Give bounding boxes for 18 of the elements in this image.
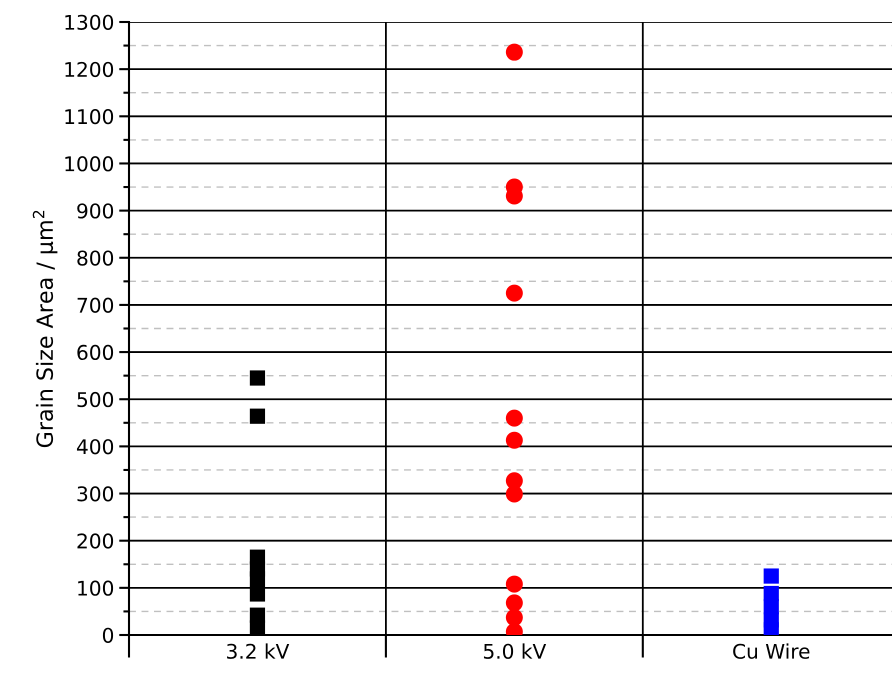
x-tick-label: Cu Wire bbox=[733, 643, 810, 659]
y-tick-label: 200 bbox=[77, 533, 114, 549]
y-axis-title: Grain Size Area / µm$^{2}$ bbox=[32, 210, 58, 448]
y-tick-label: 100 bbox=[78, 580, 114, 596]
y-tick-label: 1200 bbox=[65, 62, 114, 78]
x-tick-label: 5.0 kV bbox=[484, 643, 546, 659]
y-tick-label: 500 bbox=[78, 392, 114, 408]
x-tick-label: 3.2 kV bbox=[227, 643, 290, 659]
y-tick-label: 1100 bbox=[65, 109, 114, 124]
y-tick-label: 600 bbox=[77, 344, 114, 360]
y-tick-label: 900 bbox=[77, 203, 114, 219]
y-tick-label: 0 bbox=[102, 628, 114, 643]
y-tick-label: 1000 bbox=[65, 156, 114, 172]
y-tick-label: 800 bbox=[77, 250, 114, 266]
y-tick-label: 300 bbox=[78, 486, 114, 502]
y-tick-label: 1300 bbox=[65, 14, 114, 30]
y-tick-label: 700 bbox=[78, 298, 114, 313]
y-tick-label: 400 bbox=[76, 439, 114, 454]
